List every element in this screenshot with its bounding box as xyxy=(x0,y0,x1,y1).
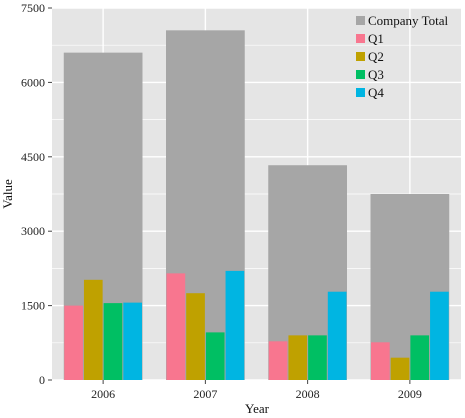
y-tick-label: 4500 xyxy=(21,150,45,164)
y-tick-label: 1500 xyxy=(21,299,45,313)
y-tick-label: 0 xyxy=(39,373,45,387)
legend-label: Q4 xyxy=(368,85,384,100)
bar-q4-2006 xyxy=(123,302,142,380)
bar-q4-2007 xyxy=(225,270,245,380)
x-tick-label: 2009 xyxy=(398,387,422,401)
x-tick-label: 2008 xyxy=(296,387,320,401)
axes: 0 1500 3000 4500 6000 7500 2006 2007 2008 2009 xyxy=(21,1,422,401)
y-tick-label: 6000 xyxy=(21,75,45,89)
bars xyxy=(63,30,450,380)
bar-q3-2008 xyxy=(308,335,327,380)
bar-q1-2007 xyxy=(166,273,186,380)
legend: Company Total Q1 Q2 Q3 Q4 xyxy=(356,13,448,100)
y-tick-label: 3000 xyxy=(21,224,45,238)
bar-q2-2006 xyxy=(83,279,103,380)
bar-q2-2009 xyxy=(390,357,410,380)
bar-q2-2008 xyxy=(288,335,308,380)
bar-q3-2009 xyxy=(410,335,430,380)
legend-key xyxy=(356,70,365,79)
legend-key xyxy=(356,52,365,61)
x-tick-label: 2007 xyxy=(193,387,217,401)
bar-q1-2008 xyxy=(268,341,288,380)
bar-q1-2009 xyxy=(371,342,390,380)
legend-label: Q1 xyxy=(368,31,384,46)
y-tick-label: 7500 xyxy=(21,1,45,15)
y-axis-title: Value xyxy=(0,179,15,209)
legend-label: Company Total xyxy=(368,13,448,28)
legend-label: Q2 xyxy=(368,49,384,64)
legend-label: Q3 xyxy=(368,67,384,82)
bar-q3-2007 xyxy=(205,332,225,380)
legend-key xyxy=(356,88,365,97)
x-axis-title: Year xyxy=(245,401,270,416)
bar-q1-2006 xyxy=(64,305,83,380)
x-tick-label: 2006 xyxy=(91,387,115,401)
bar-q4-2008 xyxy=(327,291,347,380)
bar-q2-2007 xyxy=(186,293,205,380)
bar-q3-2006 xyxy=(103,303,123,380)
legend-key xyxy=(356,34,365,43)
legend-key xyxy=(356,16,365,25)
bar-q4-2009 xyxy=(430,291,449,380)
